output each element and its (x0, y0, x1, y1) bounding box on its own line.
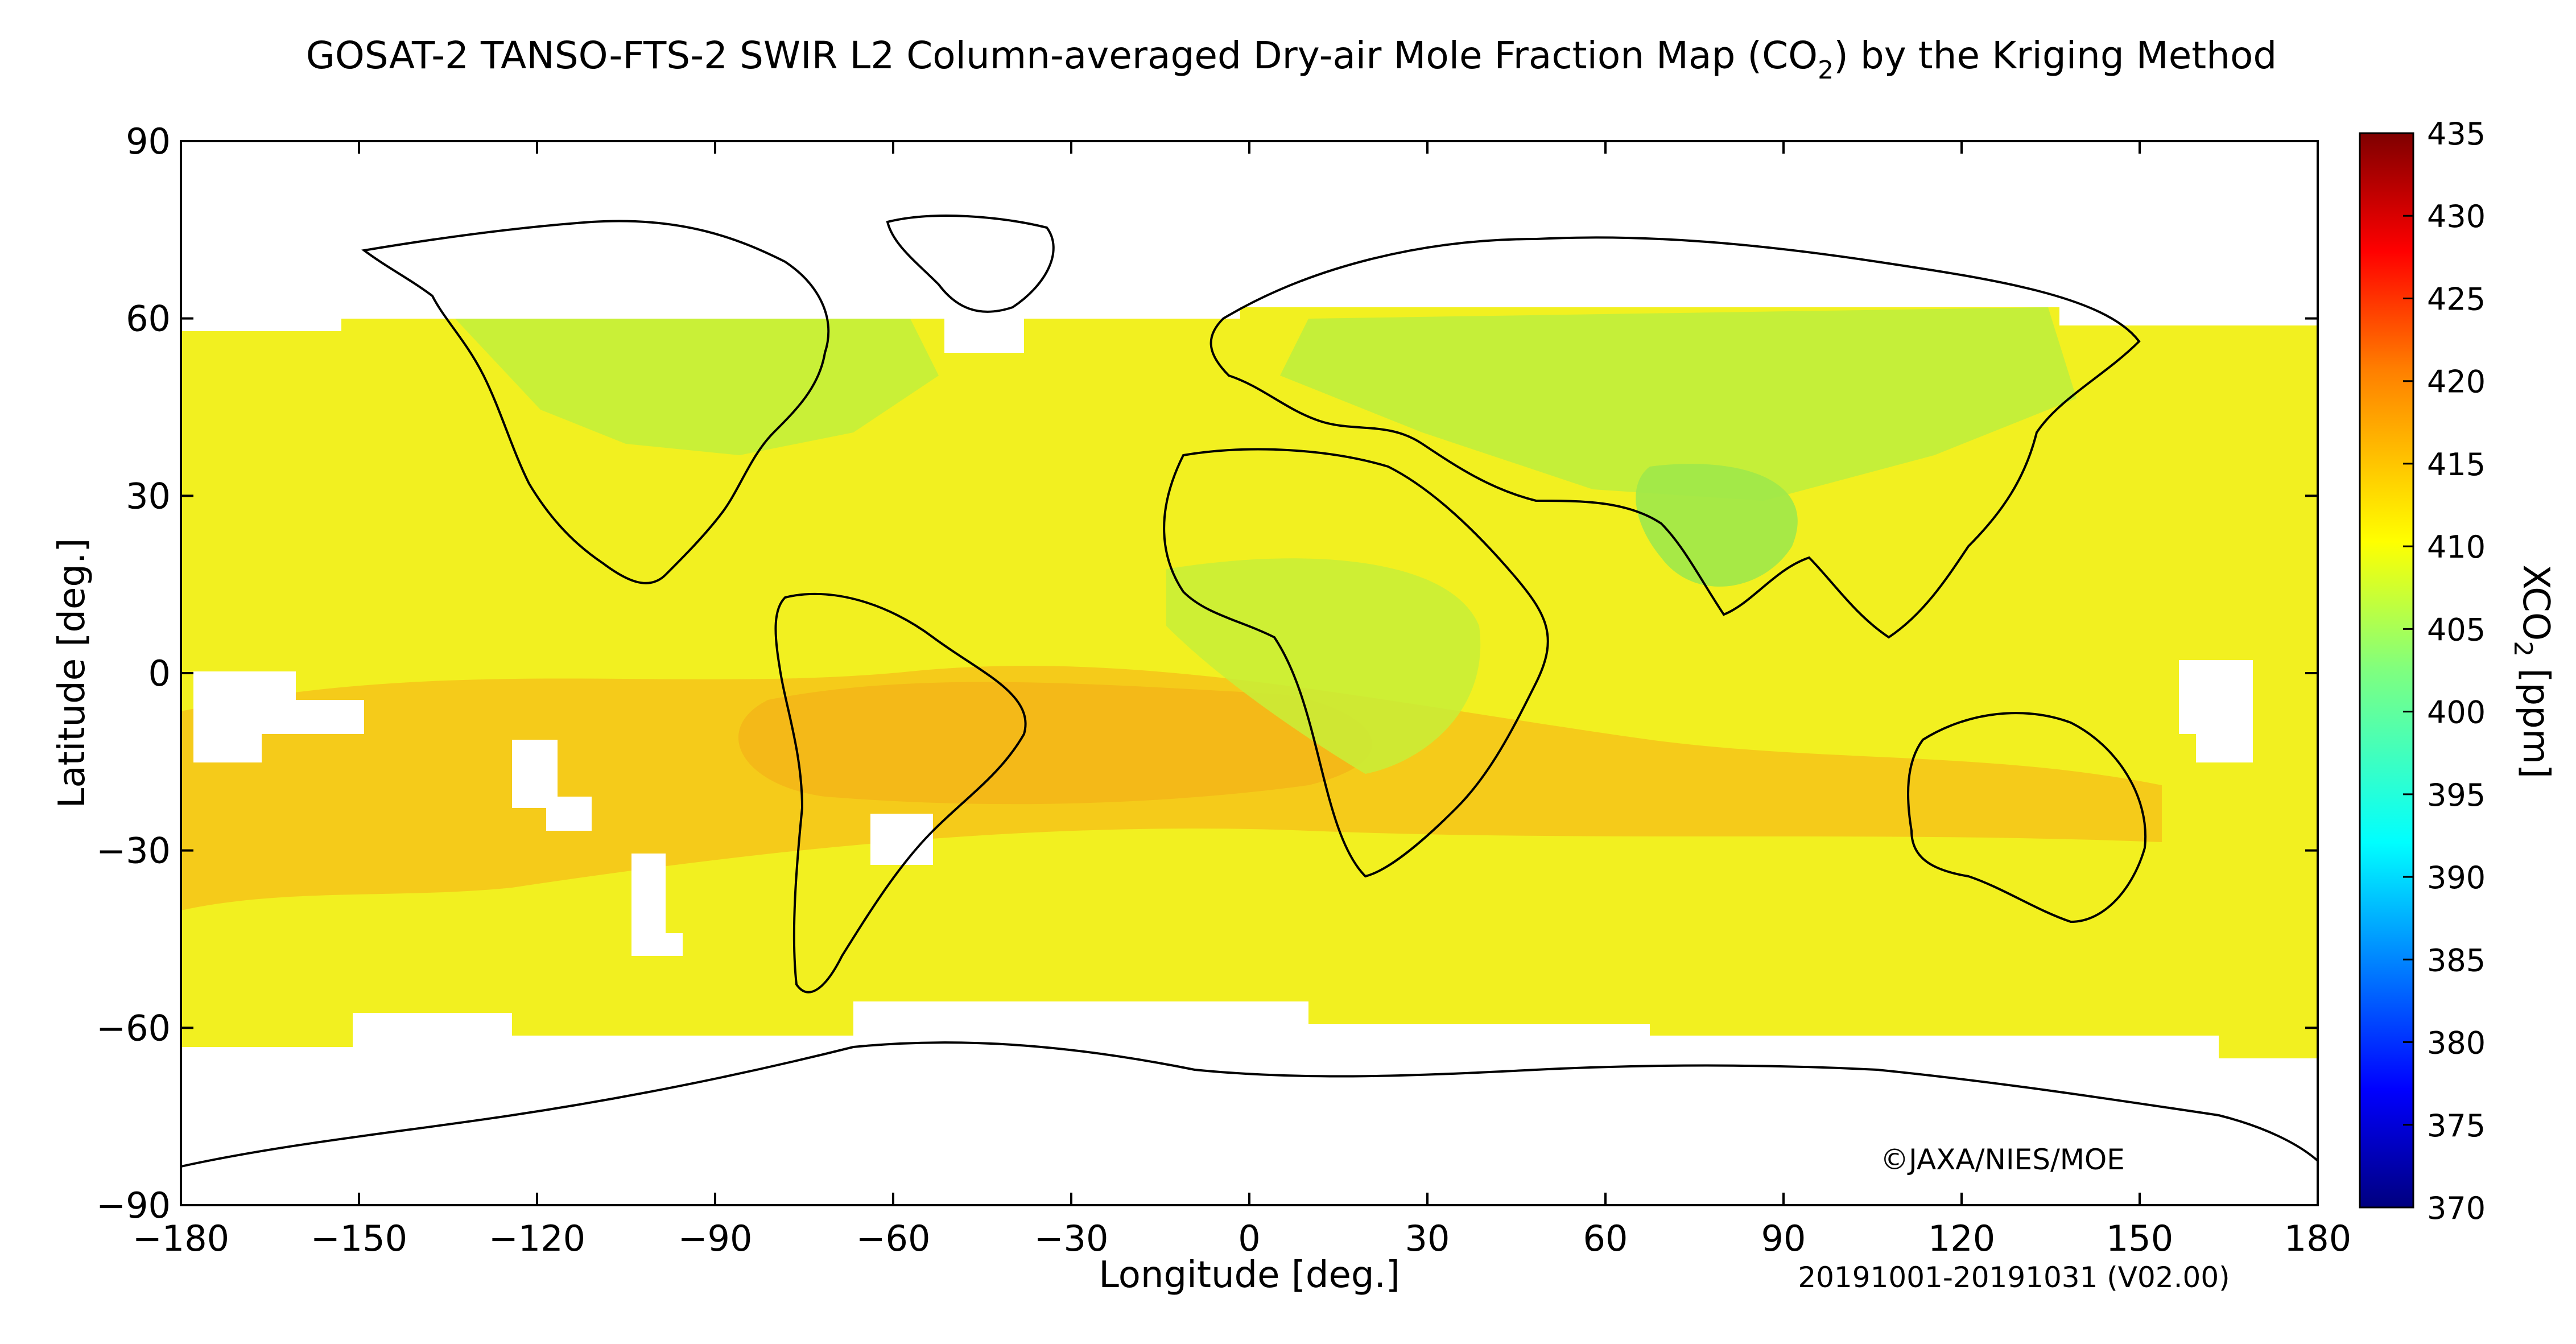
x-tick-label: −30 (1034, 1218, 1109, 1259)
x-tick-label: 30 (1405, 1218, 1450, 1259)
xco2-india-green (1636, 464, 1798, 587)
xco2-north-green (455, 319, 939, 455)
colorbar-tick-label: 435 (2427, 116, 2486, 152)
colorbar (2359, 132, 2414, 1209)
colorbar-tick-label: 430 (2427, 199, 2486, 234)
credit-text: ©JAXA/NIES/MOE (1880, 1143, 2125, 1176)
no-data-patch (512, 740, 592, 831)
y-axis-ticks: 90 60 30 0 −30 −60 −90 (96, 121, 2318, 1226)
coastlines (181, 215, 2318, 1168)
no-data-patch (193, 671, 364, 762)
x-tick-label: −150 (311, 1218, 407, 1259)
colorbar-tick-label: 370 (2427, 1190, 2486, 1226)
colorbar-tick-label: 420 (2427, 364, 2486, 400)
x-tick-label: 60 (1583, 1218, 1628, 1259)
y-tick-label: 90 (126, 121, 171, 162)
x-tick-label: −90 (678, 1218, 753, 1259)
coast-south-america (774, 592, 1027, 993)
x-axis-label: Longitude [deg.] (1099, 1254, 1400, 1296)
y-tick-label: −30 (96, 830, 171, 872)
coast-north-america (361, 220, 830, 584)
x-tick-label: 150 (2106, 1218, 2173, 1259)
x-tick-label: −60 (856, 1218, 931, 1259)
chart-title: GOSAT-2 TANSO-FTS-2 SWIR L2 Column-avera… (306, 34, 2277, 85)
x-tick-label: −120 (489, 1218, 585, 1259)
y-tick-label: −90 (96, 1185, 171, 1226)
x-tick-label: 120 (1928, 1218, 1995, 1259)
colorbar-tick-label: 375 (2427, 1108, 2486, 1144)
colorbar-tick-label: 405 (2427, 612, 2486, 648)
colorbar-tick-label: 425 (2427, 281, 2486, 317)
period-text: 20191001-20191031 (V02.00) (1798, 1261, 2230, 1294)
coast-greenland (886, 215, 1055, 313)
y-axis-label: Latitude [deg.] (51, 538, 93, 809)
xco2-africa-green (1166, 558, 1481, 774)
y-tick-label: 60 (126, 298, 171, 340)
y-tick-label: 30 (126, 475, 171, 517)
y-tick-label: −60 (96, 1007, 171, 1049)
x-tick-label: 0 (1238, 1218, 1260, 1259)
no-data-patch (870, 814, 933, 865)
colorbar-tick-label: 385 (2427, 942, 2486, 978)
colorbar-tick-label: 410 (2427, 529, 2486, 565)
colorbar-tick-label: 380 (2427, 1025, 2486, 1061)
no-data-patch (631, 854, 683, 956)
y-tick-label: 0 (148, 653, 171, 694)
coast-antarctica (181, 1041, 2318, 1168)
colorbar-ticks: 435 430 425 420 415 410 405 400 395 390 385 380 375 3… (2403, 116, 2486, 1226)
colorbar-tick-label: 415 (2427, 447, 2486, 483)
colorbar-tick-label: 395 (2427, 777, 2486, 813)
coast-africa (1163, 448, 1549, 878)
coast-eurasia (1209, 236, 2141, 639)
colorbar-tick-label: 400 (2427, 695, 2486, 731)
x-axis-ticks: −180 −150 −120 −90 −60 −30 0 30 60 90 120 150 180 (133, 141, 2351, 1259)
colorbar-label: XCO2 [ppm] (2508, 564, 2557, 778)
no-data-patch (2179, 660, 2253, 762)
x-tick-label: 90 (1761, 1218, 1806, 1259)
coast-australia (1907, 712, 2147, 924)
colorbar-tick-label: 390 (2427, 860, 2486, 896)
x-tick-label: −180 (133, 1218, 229, 1259)
xco2-eurasia-green (1280, 307, 2077, 501)
xco2-orange-core (738, 682, 1372, 805)
no-data-patch (944, 319, 1024, 353)
x-tick-label: 180 (2284, 1218, 2351, 1259)
map-plot-area: ©JAXA/NIES/MOE (181, 141, 2318, 1205)
